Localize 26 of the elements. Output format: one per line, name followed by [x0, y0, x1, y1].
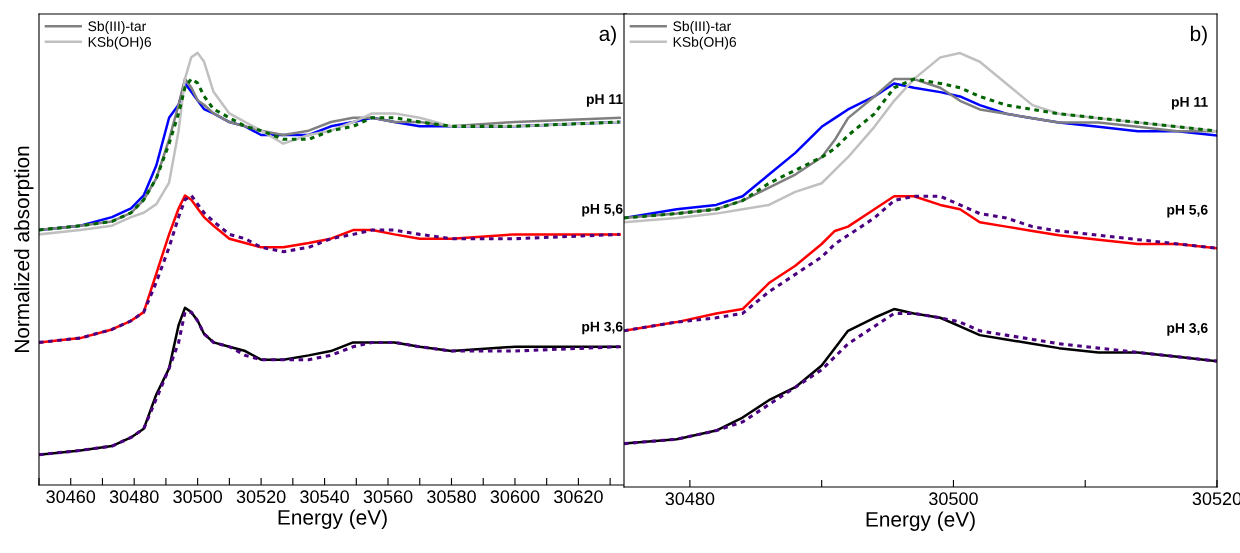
annotation: pH 5,6 — [1167, 204, 1208, 218]
legend-label: Sb(III)-tar — [88, 20, 147, 34]
legend-label: KSb(OH)6 — [88, 36, 152, 50]
x-tick-label: 30500 — [929, 492, 978, 506]
legend-label: Sb(III)-tar — [673, 20, 732, 34]
text: a) — [599, 25, 616, 46]
x-tick-label: 30520 — [236, 490, 286, 504]
annotation: pH 11 — [586, 94, 623, 107]
legend-label: KSb(OH)6 — [673, 36, 737, 50]
x-tick-label: 30540 — [300, 490, 349, 504]
x-tick-label: 30560 — [363, 490, 413, 504]
x-tick-label: 30600 — [490, 490, 540, 504]
annotation: pH 5,6 — [582, 203, 623, 217]
x-tick-label: 30500 — [173, 490, 223, 504]
annotation: pH 3,6 — [1167, 323, 1208, 336]
y-axis-title: Normalized absorption — [14, 146, 34, 352]
text: b) — [1190, 25, 1207, 46]
annotation: pH 11 — [1171, 97, 1208, 110]
x-tick-label: 30580 — [427, 490, 476, 504]
x-tick-label: 30480 — [109, 490, 159, 504]
x-axis-title: Energy (eV) — [866, 511, 975, 531]
x-axis-title: Energy (eV) — [278, 509, 387, 529]
x-tick-label: 30460 — [46, 490, 96, 504]
annotation: pH 3,6 — [582, 321, 623, 335]
x-tick-label: 30620 — [553, 490, 603, 504]
x-tick-label: 30480 — [665, 492, 715, 506]
